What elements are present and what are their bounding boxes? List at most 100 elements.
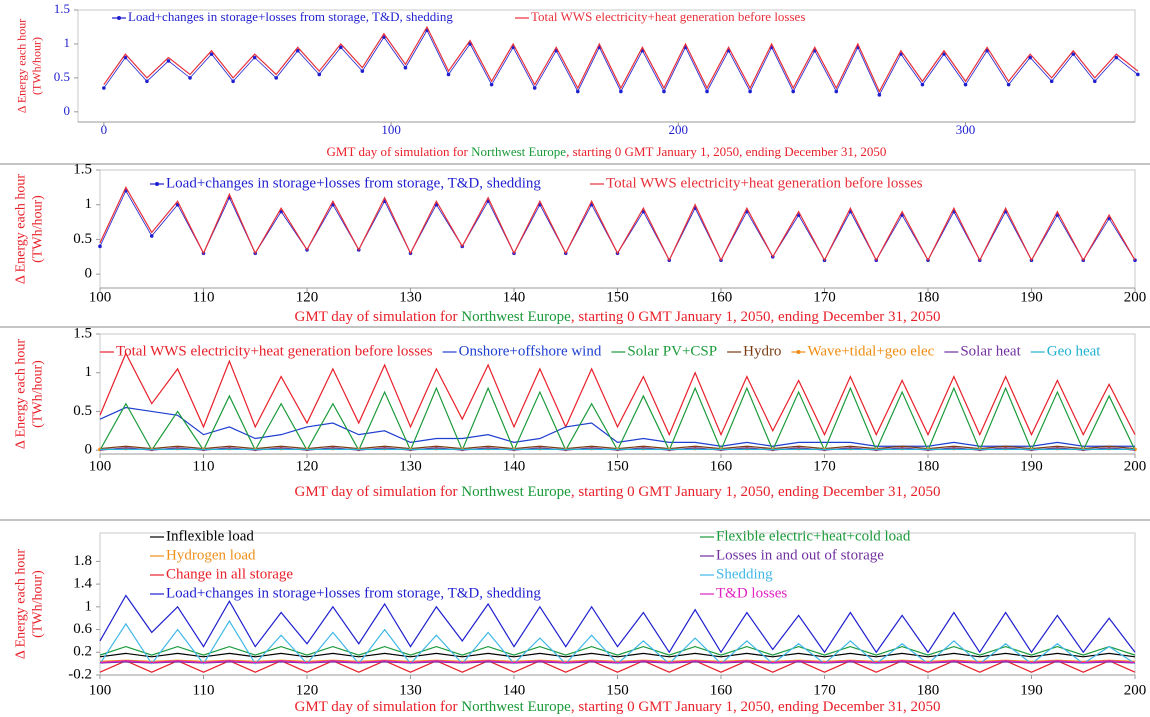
y-axis-title-line: (TWh/hour) xyxy=(29,37,43,95)
y-tick-label: 0 xyxy=(85,266,93,282)
legend-label: Losses in and out of storage xyxy=(716,547,884,563)
series-point xyxy=(1006,82,1011,87)
series-point xyxy=(834,89,839,94)
series-point xyxy=(339,45,343,50)
plot-frame xyxy=(77,9,1136,123)
x-tick-label: 180 xyxy=(917,458,940,474)
series-point xyxy=(662,89,666,94)
x-axis-title-part: GMT day of simulation for xyxy=(294,699,461,715)
legend-label: Load+changes in storage+losses from stor… xyxy=(128,9,453,24)
x-tick-label: 140 xyxy=(503,289,526,305)
series-point xyxy=(963,82,968,87)
legend-label: Onshore+offshore wind xyxy=(459,343,602,359)
y-axis-title-line: Δ Energy each hour xyxy=(14,549,29,660)
series-line xyxy=(99,406,1135,447)
series-point xyxy=(619,89,623,94)
legend-label: Total WWS electricity+heat generation be… xyxy=(606,175,923,191)
series-point xyxy=(252,55,257,60)
y-tick-label: 0.5 xyxy=(54,69,70,84)
legend-label: Load+changes in storage+losses from stor… xyxy=(166,175,541,191)
y-tick-label: 1 xyxy=(85,598,93,614)
legend-label: Load+changes in storage+losses from stor… xyxy=(166,585,541,601)
y-tick-label: 0 xyxy=(64,103,71,118)
x-tick-label: 150 xyxy=(606,289,629,305)
y-axis-title-line: Δ Energy each hour xyxy=(14,339,29,450)
x-tick-label: 170 xyxy=(813,289,836,305)
x-axis-title-part: GMT day of simulation for xyxy=(294,484,461,500)
x-tick-label: 110 xyxy=(193,289,215,305)
legend-label: Solar heat xyxy=(960,343,1021,359)
series-point xyxy=(98,244,102,249)
series-point xyxy=(748,89,752,94)
x-tick-label: 200 xyxy=(669,122,689,137)
x-tick-label: 120 xyxy=(296,289,319,305)
series-point xyxy=(446,72,451,77)
y-tick-label: 0.5 xyxy=(73,231,92,247)
series-point xyxy=(102,86,106,90)
series-point xyxy=(149,234,154,238)
legend-label: Hydro xyxy=(743,343,781,359)
x-tick-label: 100 xyxy=(89,682,112,698)
legend-label: Shedding xyxy=(716,566,773,582)
legend-marker xyxy=(117,16,121,20)
series-point xyxy=(575,89,580,94)
legend-marker xyxy=(155,182,159,186)
x-tick-label: 140 xyxy=(503,458,526,474)
x-tick-label: 140 xyxy=(503,682,526,698)
x-tick-label: 100 xyxy=(89,458,112,474)
x-tick-label: 180 xyxy=(917,289,940,305)
series-line xyxy=(99,652,1136,658)
series-point xyxy=(145,79,149,84)
x-axis-title: GMT day of simulation for Northwest Euro… xyxy=(294,699,940,715)
x-axis-title-part: GMT day of simulation for xyxy=(327,144,472,159)
x-axis-title-part: Northwest Europe xyxy=(461,309,571,325)
series-line xyxy=(99,659,1136,662)
legend-label: Wave+tidal+geo elec xyxy=(807,343,934,359)
legend-label: Hydrogen load xyxy=(166,547,256,563)
y-tick-label: 0.5 xyxy=(73,403,92,419)
y-tick-label: 1.5 xyxy=(54,1,70,16)
series-point xyxy=(403,65,408,70)
series-point xyxy=(274,76,278,80)
x-tick-label: 110 xyxy=(193,682,215,698)
x-tick-label: 130 xyxy=(399,682,422,698)
x-axis-title-part: Northwest Europe xyxy=(471,144,566,159)
x-tick-label: 100 xyxy=(381,122,401,137)
legend-label: Flexible electric+heat+cold load xyxy=(716,528,911,544)
series-point xyxy=(123,55,128,60)
y-tick-label: 1 xyxy=(85,196,93,212)
x-tick-label: 170 xyxy=(813,458,836,474)
y-tick-label: 1 xyxy=(64,35,71,50)
y-tick-label: 1.5 xyxy=(73,161,92,177)
y-axis-title: Δ Energy each hour(TWh/hour) xyxy=(14,339,46,450)
x-axis-title-part: Northwest Europe xyxy=(461,484,571,500)
y-tick-label: 1 xyxy=(85,364,93,380)
series-point xyxy=(317,72,322,77)
legend-label: Solar PV+CSP xyxy=(627,343,717,359)
y-axis-title-line: (TWh/hour) xyxy=(31,570,46,638)
x-tick-label: 190 xyxy=(1020,682,1043,698)
x-tick-label: 170 xyxy=(813,682,836,698)
y-axis-title-line: Δ Energy each hour xyxy=(14,174,29,285)
series-point xyxy=(942,52,946,56)
series-point xyxy=(231,79,235,84)
series-line xyxy=(99,386,1136,452)
x-axis-title-part: , starting 0 GMT January 1, 2050, ending… xyxy=(566,144,886,159)
x-axis-title-part: , starting 0 GMT January 1, 2050, ending… xyxy=(571,699,941,715)
x-tick-label: 200 xyxy=(1124,682,1147,698)
y-tick-label: 0.2 xyxy=(73,644,92,660)
x-tick-label: 150 xyxy=(606,682,629,698)
series-line xyxy=(99,594,1136,654)
x-tick-label: 160 xyxy=(710,289,733,305)
series-point xyxy=(532,86,537,90)
y-tick-label: 0.6 xyxy=(73,621,92,637)
y-axis-title: Δ Energy each hour(TWh/hour) xyxy=(14,549,46,660)
y-axis-title: Δ Energy each hour(TWh/hour) xyxy=(14,19,43,113)
x-tick-label: 120 xyxy=(296,682,319,698)
series-point xyxy=(877,93,882,97)
y-axis-title-line: Δ Energy each hour xyxy=(14,19,28,113)
series-point xyxy=(1136,72,1140,77)
series-point xyxy=(209,52,214,56)
